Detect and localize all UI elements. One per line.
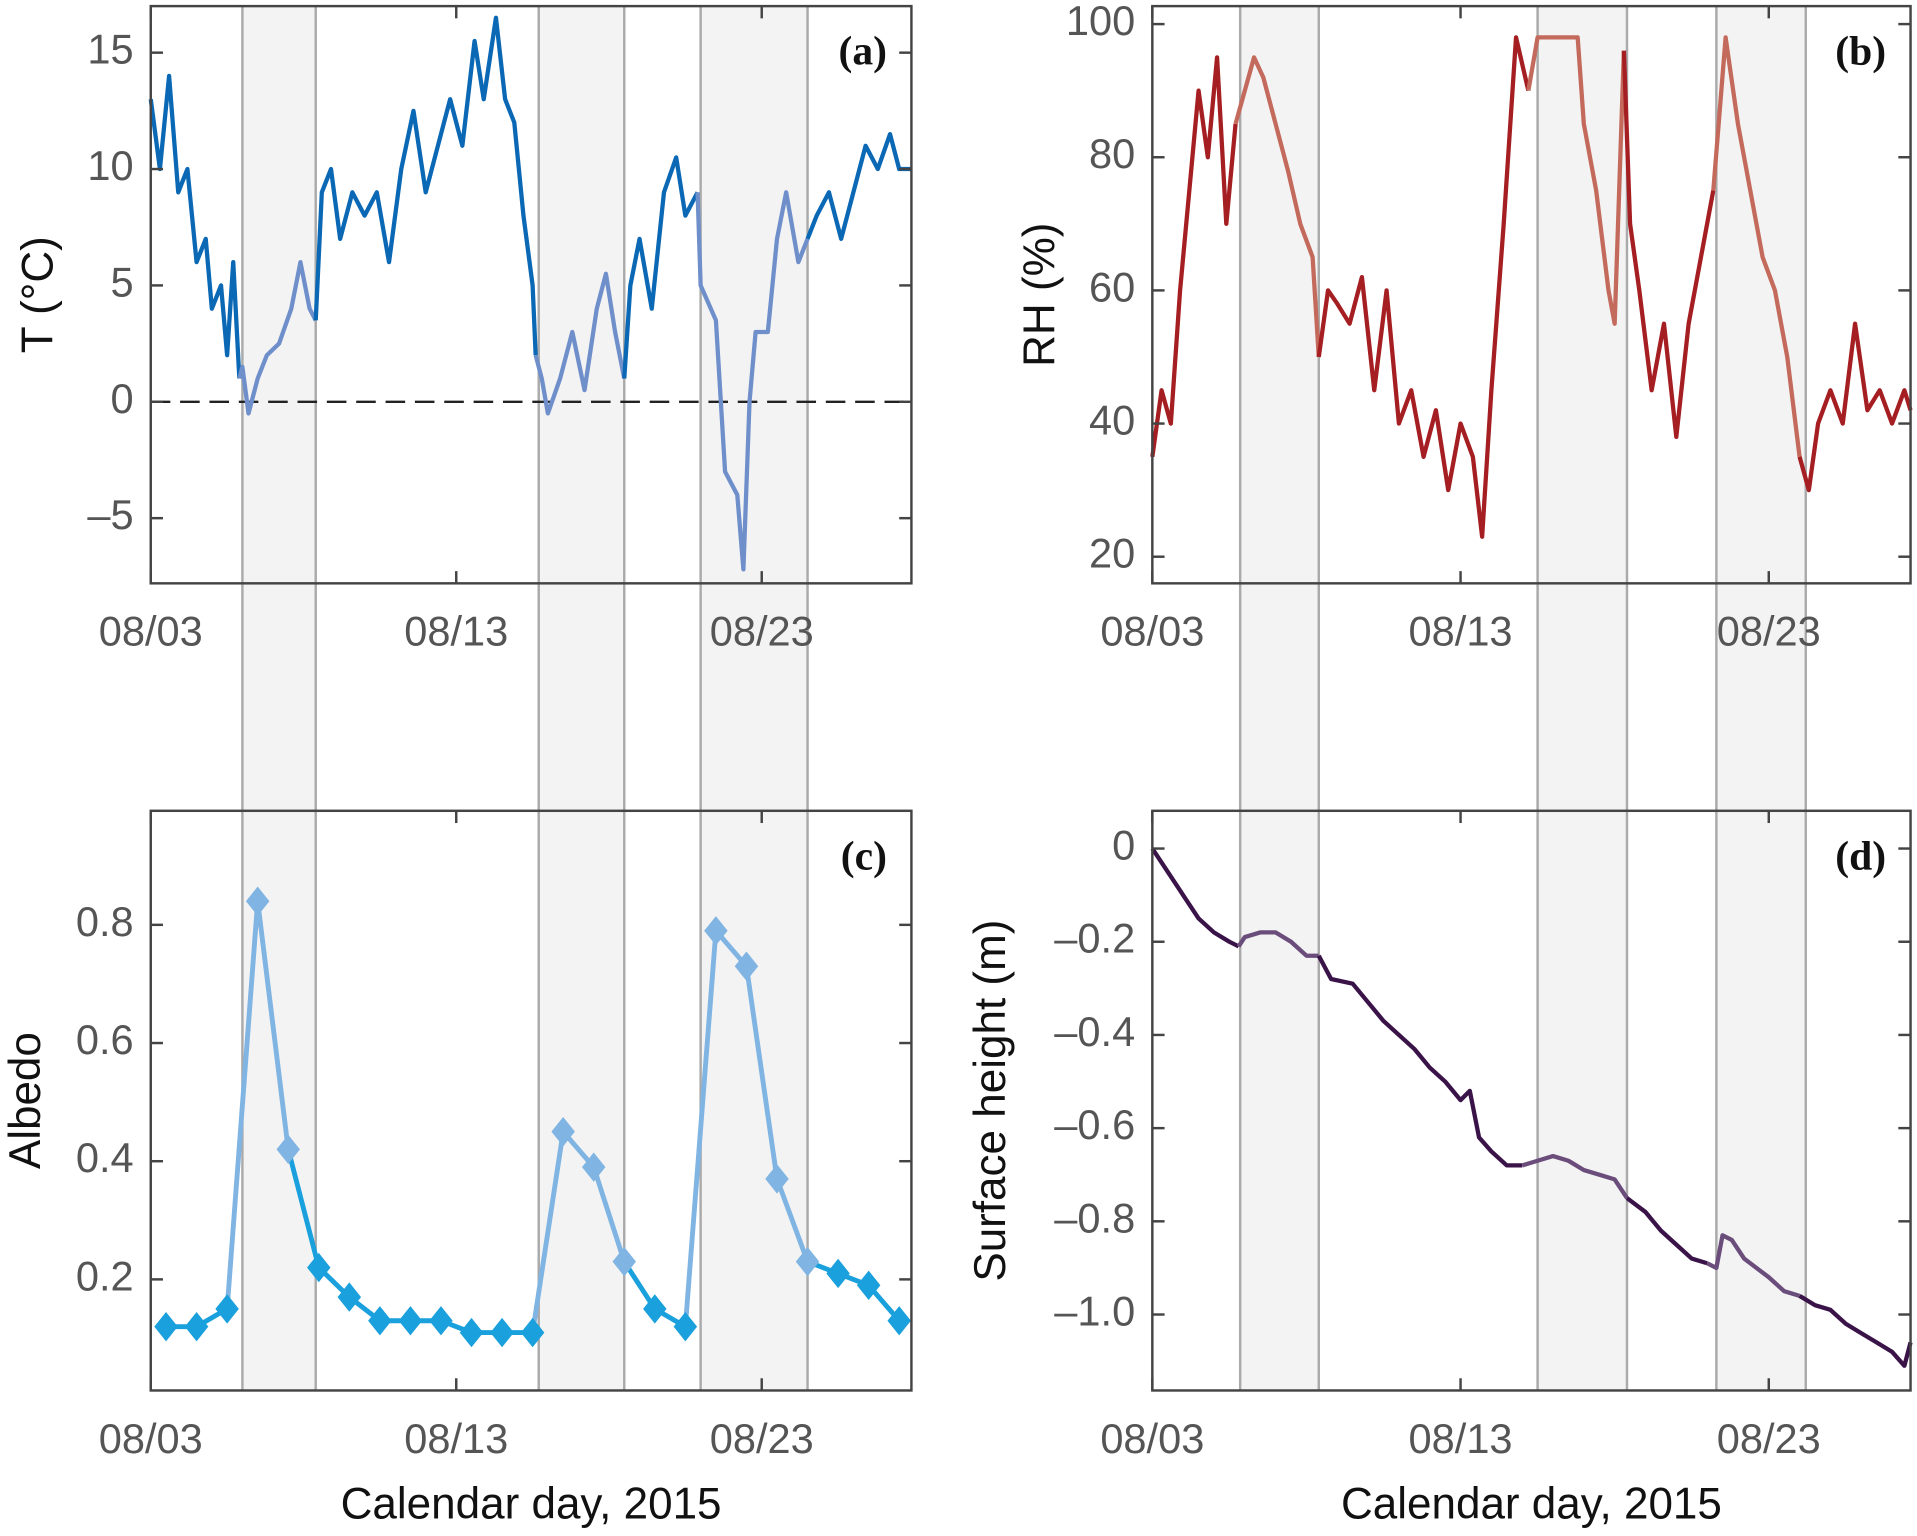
y-tick-label: 5 (111, 258, 134, 305)
data-line (313, 15, 538, 356)
shaded-period (1240, 6, 1319, 811)
marker (643, 1294, 667, 1324)
x-tick-label: 08/13 (1409, 1415, 1513, 1462)
panel-label: (d) (1835, 832, 1886, 879)
shaded-period (700, 6, 808, 811)
x-tick-label: 08/03 (99, 608, 203, 655)
x-tick-label: 08/13 (404, 1415, 508, 1462)
shaded-period (700, 810, 808, 1391)
data-line (148, 73, 242, 379)
data-line (1798, 1294, 1913, 1368)
y-tick-label: –1.0 (1054, 1288, 1135, 1335)
marker (490, 1317, 514, 1348)
y-tick-label: –0.2 (1054, 915, 1135, 962)
y-tick-label: 0 (1112, 822, 1135, 869)
y-axis-label: RH (%) (1015, 223, 1064, 367)
x-tick-label: 08/23 (710, 1415, 814, 1462)
axes-frame (149, 4, 913, 585)
x-tick-label: 08/23 (1717, 1415, 1821, 1462)
y-tick-label: 0 (111, 375, 134, 422)
x-tick-label: 08/03 (1100, 608, 1204, 655)
y-tick-label: –0.8 (1054, 1194, 1135, 1241)
x-tick-label: 08/03 (99, 1415, 203, 1462)
marker (184, 1311, 209, 1342)
data-line (1711, 35, 1802, 458)
data-line (533, 271, 627, 416)
y-tick-label: –0.4 (1054, 1008, 1135, 1055)
x-tick-label: 08/13 (1409, 608, 1513, 655)
data-line (1236, 930, 1319, 958)
marker (734, 951, 759, 981)
axes-frame (1151, 809, 1912, 1392)
data-line (622, 155, 700, 379)
data-line (806, 1259, 902, 1323)
data-line (530, 1129, 627, 1333)
y-tick-label: 80 (1089, 130, 1135, 177)
shaded-period (242, 6, 316, 811)
x-tick-label: 08/03 (1100, 1415, 1204, 1462)
shaded-period (538, 810, 625, 1391)
marker (704, 916, 728, 946)
x-tick-label: 08/13 (404, 608, 508, 655)
y-tick-label: –5 (87, 491, 133, 538)
data-line (805, 131, 912, 242)
panel-label: (c) (841, 832, 887, 879)
y-tick-label: 100 (1066, 0, 1135, 44)
data-line (1797, 321, 1913, 493)
data-line (1150, 55, 1238, 458)
data-line (1621, 50, 1716, 440)
marker (276, 1134, 300, 1165)
marker (856, 1270, 881, 1300)
data-line (1316, 35, 1531, 539)
y-tick-label: 60 (1089, 263, 1135, 310)
y-tick-label: 0.6 (76, 1016, 134, 1063)
data-line (1233, 55, 1321, 358)
y-axis-label: Surface height (m) (966, 920, 1015, 1282)
marker (887, 1306, 911, 1336)
y-tick-label: 0.4 (76, 1134, 134, 1181)
shaded-period (1537, 810, 1627, 1391)
marker (368, 1306, 392, 1336)
marker (826, 1258, 850, 1289)
y-tick-label: 20 (1089, 530, 1135, 577)
x-tick-label: 08/23 (1717, 608, 1821, 655)
y-tick-label: 10 (87, 142, 133, 189)
x-tick-label: 08/23 (710, 608, 814, 655)
data-line (1706, 1233, 1801, 1298)
y-axis-label: T (°C) (13, 236, 62, 353)
axes-frame (1151, 4, 1912, 585)
y-tick-label: 0.8 (76, 898, 134, 945)
shaded-period (538, 6, 625, 811)
y-tick-label: 0.2 (76, 1252, 134, 1299)
y-axis-label: Albedo (1, 1032, 50, 1169)
x-axis-label: Calendar day, 2015 (341, 1479, 722, 1528)
marker (307, 1252, 331, 1283)
data-line (695, 190, 810, 572)
shaded-period (1537, 6, 1627, 811)
axes-frame (149, 809, 913, 1392)
data-line (237, 260, 318, 416)
y-tick-label: 40 (1089, 397, 1135, 444)
y-tick-label: 15 (87, 26, 133, 73)
marker (673, 1311, 698, 1342)
shaded-period (1716, 6, 1806, 811)
data-line (1521, 1153, 1629, 1200)
marker (215, 1294, 239, 1324)
data-line (1625, 1196, 1708, 1266)
panel-label: (a) (838, 28, 886, 75)
data-line (1150, 847, 1240, 949)
marker (581, 1152, 606, 1182)
x-axis-label: Calendar day, 2015 (1341, 1479, 1722, 1528)
data-line (1526, 35, 1627, 326)
y-tick-label: –0.6 (1054, 1101, 1135, 1148)
data-line (1316, 954, 1523, 1168)
marker (429, 1306, 453, 1336)
shaded-period (1716, 810, 1806, 1391)
shaded-period (1240, 810, 1319, 1391)
panel-label: (b) (1835, 28, 1886, 75)
